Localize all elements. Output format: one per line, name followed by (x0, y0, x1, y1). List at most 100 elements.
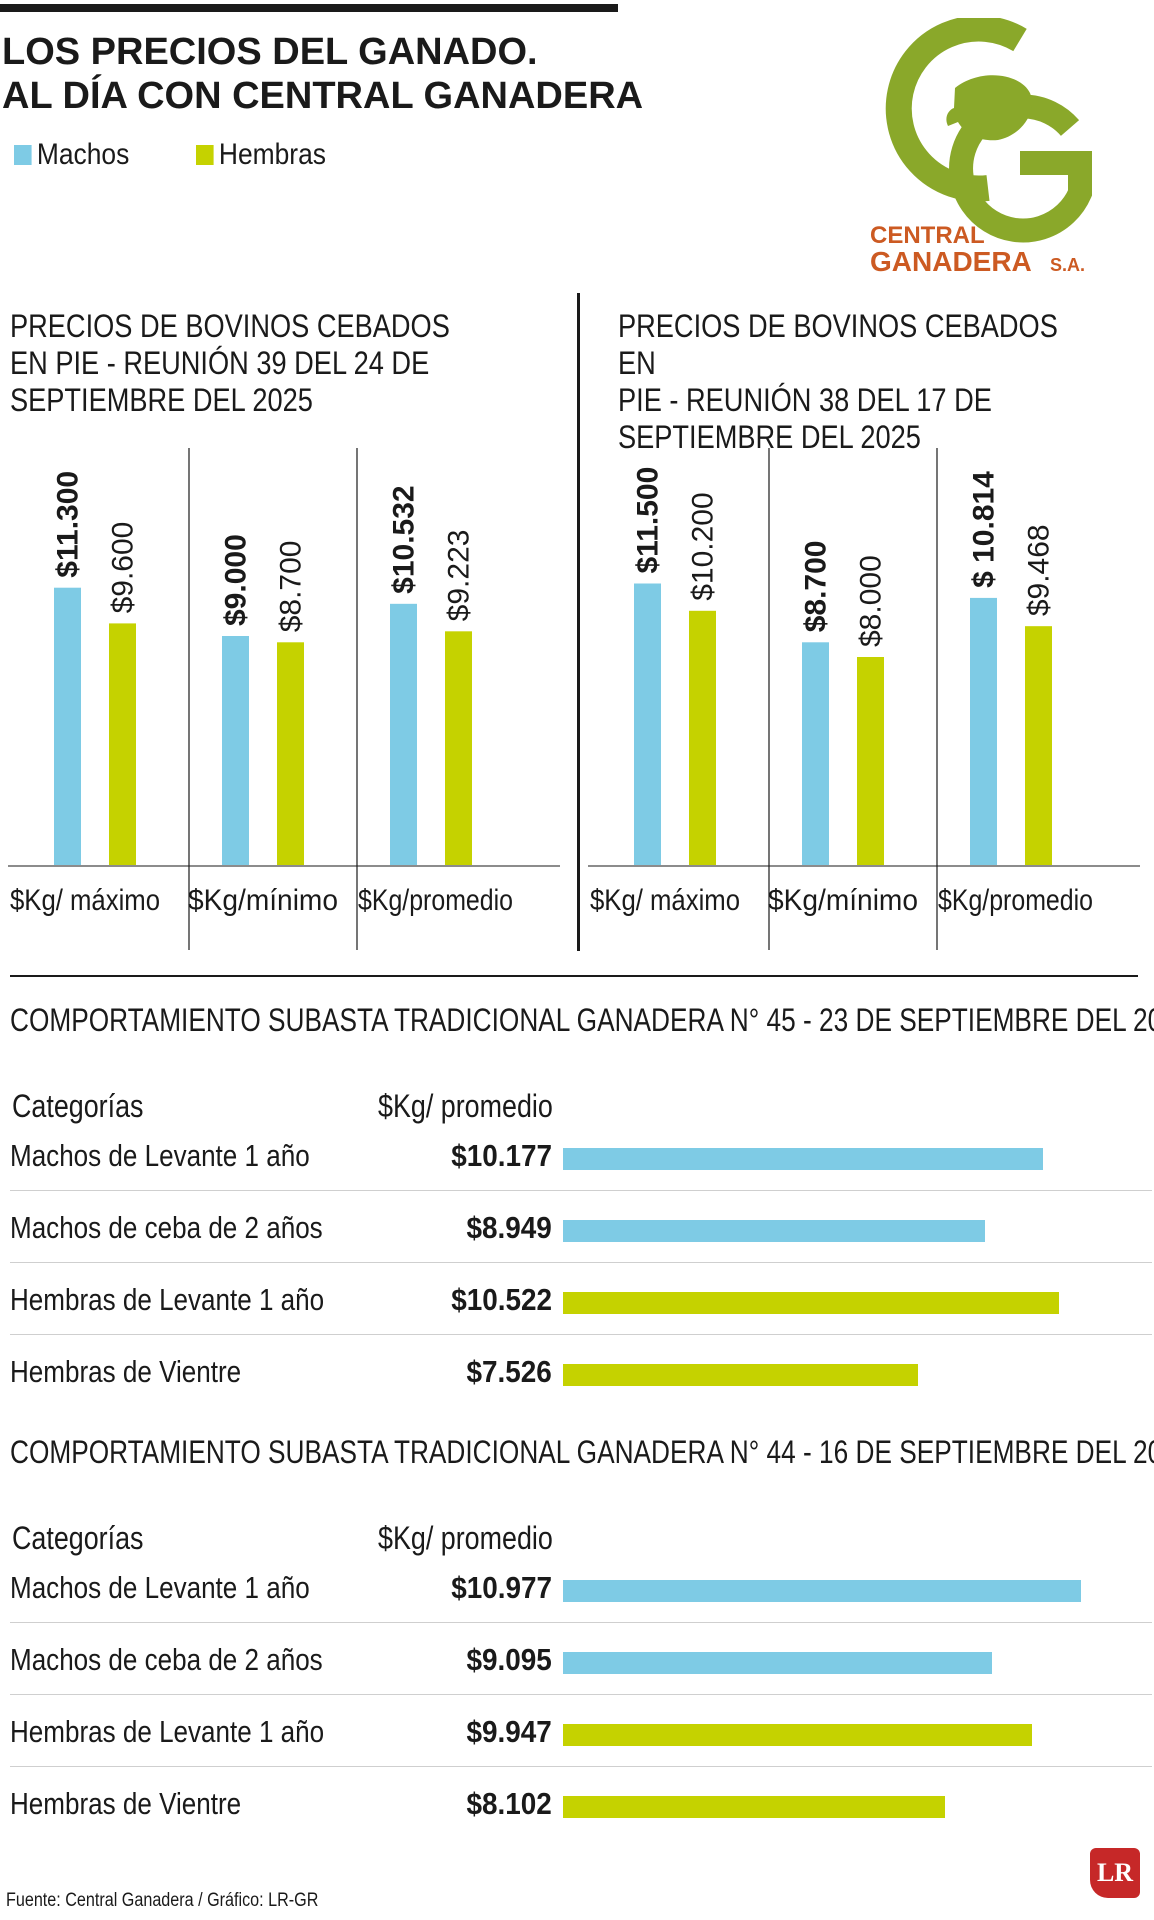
chart1-bar-machos (390, 603, 417, 865)
source-note: Fuente: Central Ganadera / Gráfico: LR-G… (6, 1890, 319, 1911)
chart1-data-label: $9.223 (443, 530, 476, 622)
row-value: $9.095 (466, 1642, 552, 1677)
legend-machos: Machos (14, 138, 129, 172)
chart1-category-label: $Kg/promedio (358, 884, 513, 917)
chart1-bar-hembras (445, 631, 472, 865)
central-ganadera-logo: CENTRAL GANADERA S.A. (870, 18, 1092, 273)
chart2-title: PRECIOS DE BOVINOS CEBADOS EN PIE - REUN… (618, 308, 1094, 456)
logo-c-shape (885, 18, 1027, 202)
row-bar (563, 1292, 1059, 1314)
row-value: $10.977 (451, 1570, 552, 1605)
col-header-category: Categorías (12, 1520, 144, 1556)
chart2-data-label: $10.200 (687, 492, 720, 600)
legend-machos-label: Machos (36, 138, 130, 171)
title-line-2: AL DÍA CON CENTRAL GANADERA (2, 75, 644, 117)
lr-logo: LR (1090, 1848, 1140, 1898)
row-category: Machos de Levante 1 año (10, 1570, 310, 1605)
chart1-title-line: SEPTIEMBRE DEL 2025 (10, 382, 313, 418)
chart2-data-label: $9.468 (1023, 524, 1056, 616)
chart1-bar-chart: $11.300 $9.600 $Kg/ máximo $9.000 $8.700 $Kg/… (8, 448, 560, 950)
row-separator (10, 1694, 1152, 1695)
chart2-bar-chart: $11.500 $10.200 $Kg/ máximo $8.700 $8.000 $Kg… (588, 448, 1140, 950)
chart2-data-label: $11.500 (632, 467, 665, 574)
row-category: Hembras de Levante 1 año (10, 1714, 325, 1749)
auction45-title: COMPORTAMIENTO SUBASTA TRADICIONAL GANAD… (10, 1002, 1154, 1038)
row-separator (10, 1622, 1152, 1623)
table-row: Machos de ceba de 2 años $9.095 (10, 1642, 1152, 1714)
chart1-data-label: $9.600 (107, 522, 140, 614)
row-category: Machos de ceba de 2 años (10, 1642, 323, 1677)
row-category: Hembras de Vientre (10, 1354, 242, 1389)
table-row: Hembras de Levante 1 año $10.522 (10, 1282, 1152, 1354)
row-bar (563, 1148, 1043, 1170)
chart1-category-label: $Kg/mínimo (188, 884, 338, 917)
row-bar (563, 1796, 945, 1818)
chart2-data-label: $ 10.814 (968, 471, 1001, 588)
row-bar (563, 1652, 992, 1674)
chart-divider (577, 293, 580, 951)
table-row: Hembras de Vientre $7.526 (10, 1354, 1152, 1426)
row-category: Machos de ceba de 2 años (10, 1210, 323, 1245)
logo-text-sa: S.A. (1050, 255, 1085, 273)
logo-text-central: CENTRAL (870, 222, 985, 249)
page-title: LOS PRECIOS DEL GANADO. AL DÍA CON CENTR… (2, 30, 652, 118)
legend-hembras-label: Hembras (218, 138, 326, 171)
legend-hembras-swatch (196, 145, 214, 165)
title-line-1: LOS PRECIOS DEL GANADO. (2, 31, 538, 73)
chart1-data-label: $9.000 (220, 534, 253, 626)
table-row: Machos de Levante 1 año $10.177 (10, 1138, 1152, 1210)
cow-head-icon (946, 75, 1032, 141)
row-bar (563, 1364, 918, 1386)
chart1-bar-hembras (109, 623, 136, 865)
row-category: Hembras de Vientre (10, 1786, 242, 1821)
chart1-data-label: $8.700 (275, 541, 308, 633)
row-bar (563, 1220, 985, 1242)
row-value: $8.102 (466, 1786, 552, 1821)
chart2-bar-machos (802, 642, 829, 865)
legend-hembras: Hembras (196, 138, 326, 172)
row-separator (10, 1766, 1152, 1767)
row-bar (563, 1724, 1032, 1746)
chart1-title-line: EN PIE - REUNIÓN 39 DEL 24 DE (10, 345, 430, 381)
chart1-title-line: PRECIOS DE BOVINOS CEBADOS (10, 308, 450, 344)
chart2-category-label: $Kg/mínimo (768, 884, 918, 917)
chart1-bar-machos (54, 587, 81, 865)
chart2-data-label: $8.000 (855, 555, 888, 647)
row-value: $8.949 (466, 1210, 552, 1245)
col-header-category: Categorías (12, 1088, 144, 1124)
chart1-data-label: $11.300 (52, 471, 85, 578)
table-row: Machos de Levante 1 año $10.977 (10, 1570, 1152, 1642)
section-rule (10, 975, 1138, 977)
row-bar (563, 1580, 1081, 1602)
chart1-title: PRECIOS DE BOVINOS CEBADOS EN PIE - REUN… (10, 308, 486, 419)
chart1-bar-hembras (277, 642, 304, 865)
row-separator (10, 1334, 1152, 1335)
row-separator (10, 1262, 1152, 1263)
table-row: Machos de ceba de 2 años $8.949 (10, 1210, 1152, 1282)
table-row: Hembras de Vientre $8.102 (10, 1786, 1152, 1858)
chart2-category-label: $Kg/ máximo (590, 884, 740, 917)
chart2-bar-machos (634, 583, 661, 865)
row-value: $9.947 (466, 1714, 552, 1749)
table-row: Hembras de Levante 1 año $9.947 (10, 1714, 1152, 1786)
chart1-data-label: $10.532 (388, 485, 421, 593)
chart1-category-label: $Kg/ máximo (10, 884, 160, 917)
row-category: Machos de Levante 1 año (10, 1138, 310, 1173)
row-separator (10, 1190, 1152, 1191)
row-category: Hembras de Levante 1 año (10, 1282, 325, 1317)
col-header-value: $Kg/ promedio (378, 1520, 553, 1556)
top-rule (0, 4, 618, 12)
chart2-data-label: $8.700 (800, 541, 833, 633)
chart2-bar-hembras (857, 657, 884, 865)
chart2-bar-machos (970, 597, 997, 865)
chart2-title-line: PIE - REUNIÓN 38 DEL 17 DE (618, 382, 992, 418)
col-header-value: $Kg/ promedio (378, 1088, 553, 1124)
chart1-bar-machos (222, 636, 249, 865)
chart2-title-line: PRECIOS DE BOVINOS CEBADOS EN (618, 308, 1058, 381)
row-value: $7.526 (466, 1354, 552, 1389)
row-value: $10.177 (451, 1138, 552, 1173)
legend-machos-swatch (14, 145, 32, 165)
row-value: $10.522 (451, 1282, 552, 1317)
chart2-bar-hembras (689, 610, 716, 865)
auction44-title: COMPORTAMIENTO SUBASTA TRADICIONAL GANAD… (10, 1434, 1154, 1470)
